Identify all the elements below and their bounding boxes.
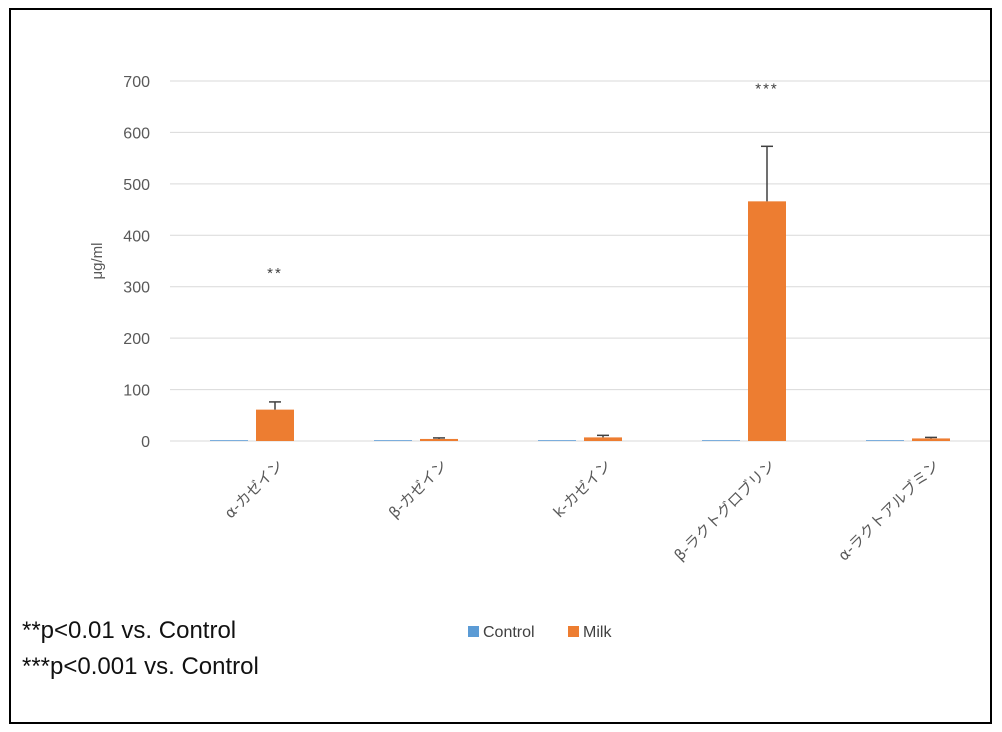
bar-control xyxy=(210,440,248,441)
y-tick-label: 100 xyxy=(123,383,150,400)
y-axis-title: μg/ml xyxy=(89,243,106,280)
significance-note-1: **p<0.01 vs. Control xyxy=(22,617,237,644)
bar-milk xyxy=(912,438,950,441)
y-tick-label: 0 xyxy=(141,434,150,451)
y-tick-label: 200 xyxy=(123,331,150,348)
y-tick-label: 300 xyxy=(123,280,150,297)
category-label: α-カゼイン xyxy=(221,456,287,522)
category-label: α-ラクトアルブミン xyxy=(835,456,943,564)
significance-mark: *** xyxy=(755,80,779,97)
y-tick-label: 400 xyxy=(123,228,150,245)
category-label: β-ラクトグロブリン xyxy=(671,456,779,564)
bars xyxy=(210,201,950,441)
y-tick-labels: 0 100 200 300 400 500 600 700 xyxy=(123,74,150,451)
significance-mark: ** xyxy=(267,265,283,282)
bar-control xyxy=(374,440,412,441)
error-bars xyxy=(269,145,937,439)
chart-frame xyxy=(9,8,992,724)
y-tick-label: 500 xyxy=(123,177,150,194)
category-label: k-カゼイン xyxy=(550,456,615,521)
bar-control xyxy=(702,440,740,441)
bar-milk xyxy=(748,201,786,441)
significance-note-2: ***p<0.001 vs. Control xyxy=(22,653,259,680)
y-tick-label: 600 xyxy=(123,125,150,142)
category-labels: α-カゼイン β-カゼイン k-カゼイン β-ラクトグロブリン α-ラクトアルブミン xyxy=(221,456,943,564)
legend: Control Milk xyxy=(468,624,612,641)
significance-marks: ***** xyxy=(267,80,779,282)
bar-milk xyxy=(584,437,622,441)
bar-control xyxy=(538,440,576,441)
legend-swatch-control xyxy=(468,626,479,637)
gridlines xyxy=(170,80,990,442)
legend-label-milk: Milk xyxy=(583,624,612,641)
bar-milk xyxy=(256,409,294,441)
bar-milk xyxy=(420,438,458,441)
legend-swatch-milk xyxy=(568,626,579,637)
y-tick-label: 700 xyxy=(123,74,150,91)
category-label: β-カゼイン xyxy=(385,456,451,522)
bar-control xyxy=(866,440,904,441)
legend-label-control: Control xyxy=(483,624,535,641)
